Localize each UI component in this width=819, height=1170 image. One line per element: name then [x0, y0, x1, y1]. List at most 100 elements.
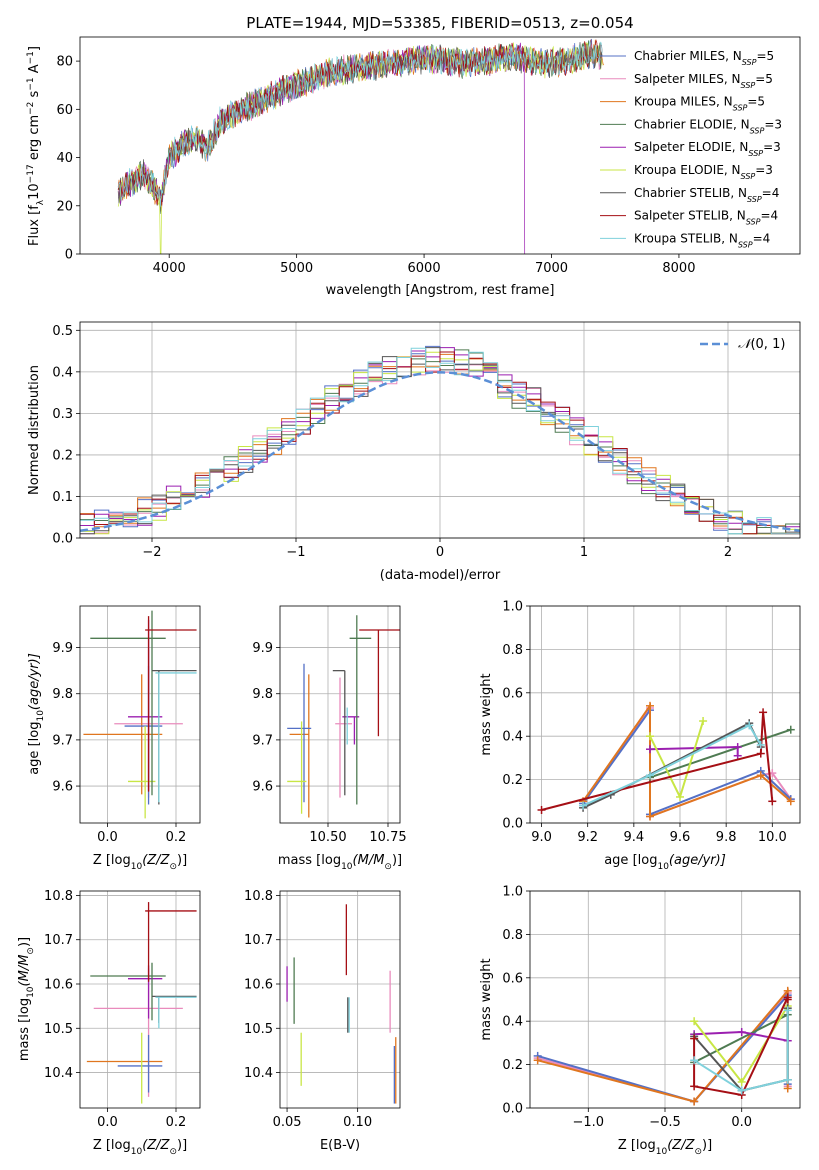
y-axis-label-part: )]	[17, 937, 32, 947]
x-tick-label: 0.0	[97, 830, 118, 845]
y-tick-label: 0.2	[502, 1058, 523, 1073]
x-axis-label: Z [log10(Z/Z⊙)]	[618, 1138, 712, 1157]
legend-label-suffix: =4	[762, 186, 780, 200]
axes-frame	[79, 605, 201, 824]
weight-series	[646, 743, 742, 760]
y-tick-label: 0.2	[502, 773, 523, 788]
y-tick-label: 9.9	[252, 641, 273, 656]
axes-spectrum: 4000 5000 6000 7000 8000 0 20 40 60 80	[56, 36, 801, 276]
y-tick-label: 0.2	[52, 448, 73, 463]
y-tick-label: 0.6	[502, 686, 523, 701]
y-tick-label: 10.7	[44, 933, 73, 948]
grid	[80, 891, 200, 1108]
y-axis-label-part: mass weight	[479, 958, 494, 1040]
x-tick-label: 9.4	[624, 830, 645, 845]
x-tick-label: 9.2	[577, 830, 598, 845]
x-axis-label-part: )]	[702, 1138, 712, 1153]
y-tick-label: 10.5	[44, 1022, 73, 1037]
legend-label: 𝒩(0, 1)	[738, 337, 785, 352]
plot-area	[80, 345, 800, 535]
x-axis-label-part: (Z/Z	[667, 1138, 695, 1153]
weight-series	[537, 708, 777, 814]
y-axis-label-part: −1	[26, 51, 36, 64]
histogram-step	[80, 347, 800, 535]
x-axis-label-part: ⊙	[169, 862, 177, 872]
errorbar-point	[124, 666, 163, 805]
y-tick-label: 0.4	[52, 365, 73, 380]
weight-line	[537, 990, 789, 1103]
y-tick-label: 0	[65, 248, 73, 263]
x-tick-label: 0.0	[731, 1115, 752, 1130]
y-tick-label: 9.7	[252, 733, 273, 748]
x-axis-label-part: (Z/Z	[142, 853, 170, 868]
legend-label: Chabrier ELODIE, NSSP=3	[634, 117, 782, 135]
errorbar-point	[90, 962, 166, 1021]
legend-label: Chabrier MILES, NSSP=5	[634, 49, 774, 67]
legend-label-suffix: =5	[755, 72, 773, 86]
plot-area	[286, 904, 397, 1104]
errorbar-point	[359, 629, 400, 737]
y-axis-label-part: mass [log	[17, 998, 32, 1061]
legend-label-suffix: =5	[756, 49, 774, 63]
y-axis-label-part: 10	[27, 183, 42, 200]
x-tick-label: 10.75	[369, 830, 406, 845]
weight-series	[579, 719, 765, 812]
spectrum-line	[117, 42, 603, 254]
x-tick-label: 10.50	[309, 830, 346, 845]
y-tick-label: 0.0	[502, 817, 523, 832]
legend-label-text: Kroupa ELODIE, N	[634, 163, 741, 177]
y-axis-label-part: (M/M	[17, 955, 32, 987]
x-axis-label-part: )]	[177, 1138, 187, 1153]
axes-age-vs-mass: 10.50 10.75 9.6 9.7 9.8 9.9	[252, 605, 407, 845]
y-axis-label-part: −1	[26, 77, 36, 90]
x-axis-label-part: ⊙	[384, 862, 392, 872]
x-tick-label: 0.0	[97, 1115, 118, 1130]
legend-label-sub: SSP	[748, 149, 763, 158]
ticks: 0.05 0.10 10.4 10.5 10.6 10.7 10.8	[244, 889, 372, 1130]
x-tick-label: −1	[286, 545, 305, 560]
legend-label: Chabrier STELIB, NSSP=4	[634, 186, 779, 204]
y-axis-label-part: 10	[36, 710, 46, 722]
y-tick-label: 0.8	[502, 928, 523, 943]
x-tick-label: 0.05	[273, 1115, 302, 1130]
x-axis-label: age [log10(age/yr)]	[604, 853, 726, 872]
weight-line	[649, 728, 792, 779]
axes-frame	[79, 36, 801, 255]
legend-label: Kroupa ELODIE, NSSP=3	[634, 163, 773, 181]
legend-label-sub: SSP	[746, 217, 761, 226]
x-tick-label: 0.10	[343, 1115, 372, 1130]
y-tick-label: 0.8	[502, 643, 523, 658]
legend-label-sub: SSP	[747, 194, 762, 203]
errorbar-point	[289, 674, 310, 818]
y-axis-label-part: −17	[26, 164, 36, 183]
x-axis-label-part: age [log	[604, 853, 657, 868]
x-axis-label-part: (M/M	[353, 853, 385, 868]
x-tick-label: −0.5	[649, 1115, 681, 1130]
weight-line	[537, 988, 789, 1103]
y-axis-label: Flux [fλ10−17 erg cm−2 s−1 A−1]	[26, 46, 46, 246]
legend-label-part: (0, 1)	[750, 337, 785, 352]
weight-line	[582, 707, 792, 816]
x-tick-label: −2	[142, 545, 161, 560]
y-axis-label-part: ]	[27, 46, 42, 51]
y-axis-label: mass [log10(M/M⊙)]	[17, 937, 36, 1061]
legend-label-suffix: =3	[764, 117, 782, 131]
axes-weight-vs-z: −1.0 −0.5 0.0 0.0 0.2 0.4 0.6 0.8 1.0	[502, 885, 801, 1130]
errorbar-point	[155, 996, 197, 1029]
ticks: 0.0 0.2 9.6 9.7 9.8 9.9	[52, 641, 186, 845]
y-tick-label: 10.5	[244, 1022, 273, 1037]
y-axis-label: Normed distribution	[27, 365, 42, 495]
y-tick-label: 0.4	[502, 1015, 523, 1030]
y-tick-label: 10.4	[244, 1066, 273, 1081]
weight-line	[693, 1005, 789, 1084]
legend-label-sub: SSP	[742, 58, 757, 67]
weight-line	[693, 1010, 789, 1092]
grid	[280, 606, 400, 823]
axes-weight-vs-age: 9.0 9.2 9.4 9.6 9.8 10.0 0.0 0.2 0.4 0.6 0.8 1.0	[502, 600, 801, 845]
x-axis-label-part: 10	[131, 1147, 143, 1157]
legend-label-text: Salpeter STELIB, N	[634, 209, 746, 223]
x-axis-label: Z [log10(Z/Z⊙)]	[93, 1138, 187, 1157]
y-axis-label-part: erg cm	[27, 115, 42, 164]
axes-mass-vs-ebv: 0.05 0.10 10.4 10.5 10.6 10.7 10.8	[244, 889, 401, 1130]
